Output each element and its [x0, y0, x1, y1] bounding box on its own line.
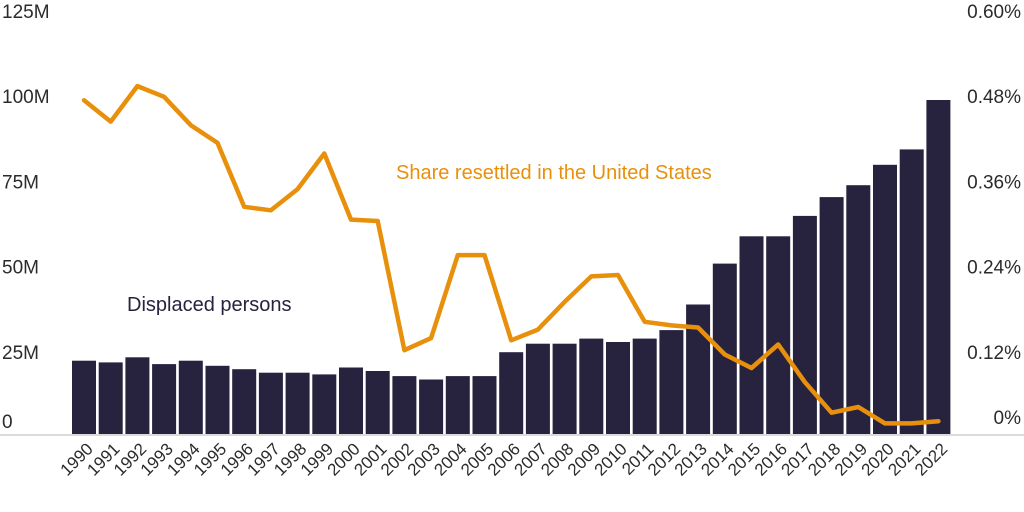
bar-2003: [419, 379, 444, 434]
left-tick-label: 50M: [2, 258, 39, 279]
bar-2000: [339, 367, 363, 434]
left-tick-label: 125M: [2, 2, 50, 23]
left-tick-label: 25M: [2, 343, 39, 364]
bar-1998: [285, 372, 310, 434]
right-tick-label: 0.12%: [967, 343, 1021, 364]
right-tick-label: 0.24%: [967, 258, 1021, 279]
line-series-label: Share resettled in the United States: [396, 162, 712, 184]
bar-2010: [606, 342, 630, 434]
bar-2015: [739, 236, 764, 434]
bar-1993: [152, 364, 177, 434]
bar-1991: [98, 362, 123, 434]
right-tick-label: 0%: [994, 408, 1022, 429]
bar-2008: [552, 343, 577, 434]
bar-1990: [72, 360, 96, 434]
bar-2021: [899, 149, 924, 434]
bar-2018: [819, 197, 844, 434]
line-series: [81, 83, 941, 426]
right-tick-label: 0.48%: [967, 87, 1021, 108]
bar-series: [72, 100, 951, 435]
right-tick-label: 0.36%: [967, 172, 1021, 193]
bar-2005: [472, 376, 497, 434]
bar-1999: [312, 374, 337, 434]
bar-2001: [365, 371, 390, 434]
bar-2011: [632, 338, 657, 434]
bar-1994: [178, 360, 203, 434]
bar-2016: [766, 236, 791, 434]
bar-2012: [659, 330, 684, 434]
bar-2007: [525, 343, 550, 434]
bar-1997: [258, 372, 283, 434]
bar-2013: [686, 304, 711, 434]
right-tick-label: 0.60%: [967, 2, 1021, 23]
left-tick-label: 0: [2, 412, 13, 433]
bar-2006: [499, 352, 524, 434]
left-tick-label: 75M: [2, 172, 39, 193]
bar-1992: [125, 357, 150, 434]
bar-2017: [792, 215, 817, 434]
bar-2009: [579, 338, 604, 434]
bar-1995: [205, 365, 230, 434]
x-axis-ticks: 1990199119921993199419951996199719981999…: [57, 439, 952, 479]
bar-series-label: Displaced persons: [127, 294, 292, 316]
left-axis-ticks: 0 25M 50M 75M 100M 125M: [2, 2, 50, 433]
right-axis-ticks: 0% 0.12% 0.24% 0.36% 0.48% 0.60%: [967, 2, 1021, 429]
bar-2022: [926, 100, 951, 434]
bar-2002: [392, 376, 417, 434]
bar-1996: [232, 369, 257, 434]
bar-2020: [873, 164, 897, 435]
bar-2004: [445, 376, 470, 434]
bar-2019: [846, 185, 871, 434]
left-tick-label: 100M: [2, 87, 50, 108]
